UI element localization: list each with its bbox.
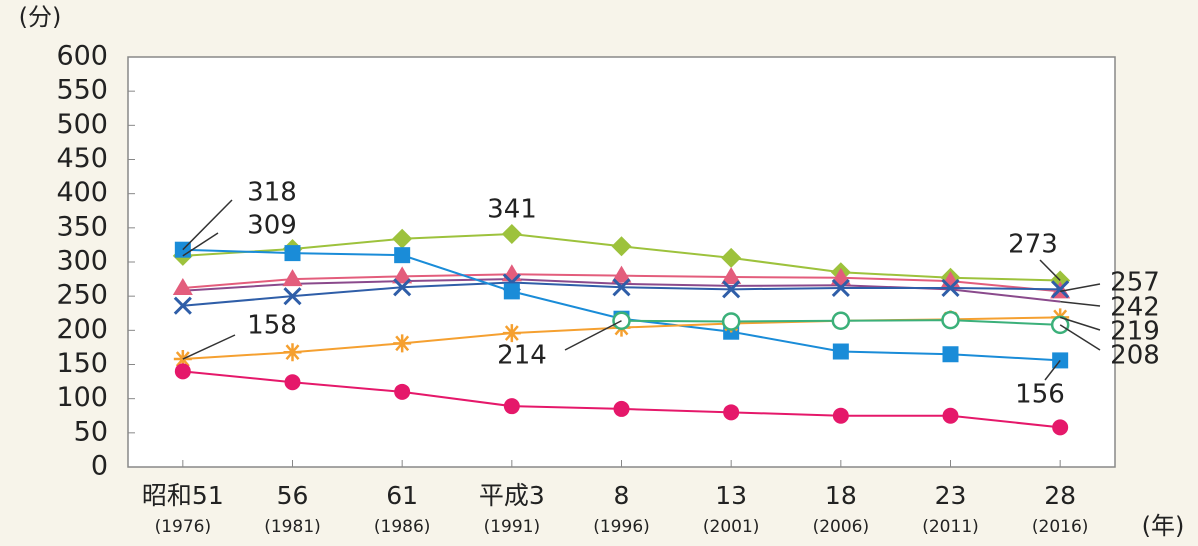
- marker: [722, 280, 741, 299]
- x-tick-year: (1976): [155, 517, 212, 537]
- marker: [173, 296, 192, 315]
- leader-line: [182, 334, 236, 360]
- x-tick-label: 18: [825, 481, 857, 510]
- x-tick-year: (1996): [593, 517, 650, 537]
- y-tick-label: 500: [56, 109, 108, 140]
- x-tick-year: (2016): [1032, 517, 1089, 537]
- x-tick-year: (1981): [264, 517, 321, 537]
- marker: [283, 343, 302, 362]
- value-label: 156: [1015, 380, 1065, 410]
- y-tick-label: 600: [56, 41, 108, 72]
- x-tick-label: 23: [935, 481, 967, 510]
- y-tick-label: 150: [56, 348, 108, 379]
- y-tick-label: 350: [56, 211, 108, 242]
- marker: [723, 404, 740, 421]
- value-label: 214: [497, 341, 547, 371]
- y-tick-label: 200: [56, 314, 108, 345]
- y-unit: (分): [19, 3, 62, 31]
- marker: [392, 228, 413, 249]
- x-tick-year: (2011): [922, 517, 979, 537]
- x-tick-label: 昭和51: [142, 481, 224, 510]
- value-label: 341: [487, 195, 537, 225]
- leader-line: [1059, 324, 1101, 351]
- marker: [174, 363, 191, 380]
- marker: [503, 398, 520, 415]
- value-label: 318: [247, 178, 297, 208]
- y-tick-label: 300: [56, 246, 108, 277]
- y-tick-label: 50: [74, 416, 108, 447]
- marker: [611, 265, 632, 283]
- leader-line: [182, 232, 219, 257]
- marker: [394, 247, 411, 264]
- marker: [501, 223, 522, 244]
- value-label: 309: [247, 211, 297, 241]
- leader-line: [1060, 283, 1101, 293]
- marker: [832, 343, 849, 360]
- marker: [942, 346, 959, 363]
- x-tick-label: 13: [715, 481, 747, 510]
- value-label: 208: [1110, 341, 1160, 371]
- leader-line: [564, 320, 622, 351]
- marker: [283, 287, 302, 306]
- x-tick-label: 61: [386, 481, 418, 510]
- x-tick-year: (2001): [703, 517, 760, 537]
- marker: [613, 400, 630, 417]
- marker: [392, 266, 413, 284]
- marker: [612, 278, 631, 297]
- y-tick-label: 450: [56, 143, 108, 174]
- plot-area: [127, 56, 1116, 468]
- leader-line: [1059, 316, 1101, 331]
- marker: [831, 311, 851, 331]
- marker: [941, 278, 960, 298]
- value-label: 219: [1110, 317, 1160, 347]
- x-tick-label: 8: [614, 481, 630, 510]
- marker: [941, 310, 960, 330]
- marker: [173, 350, 192, 369]
- marker: [503, 283, 520, 300]
- marker: [393, 278, 412, 297]
- leader-line: [1060, 300, 1101, 307]
- marker: [942, 407, 959, 424]
- marker: [1051, 280, 1070, 299]
- marker: [830, 267, 851, 285]
- marker: [832, 407, 849, 424]
- marker: [394, 383, 411, 400]
- value-label: 158: [247, 311, 297, 341]
- marker: [1052, 419, 1069, 436]
- marker: [831, 278, 850, 298]
- x-tick-year: (1986): [374, 517, 431, 537]
- y-tick-label: 400: [56, 177, 108, 208]
- x-tick-year: (2006): [813, 517, 870, 537]
- leader-line: [1039, 259, 1061, 281]
- marker: [282, 269, 303, 287]
- marker: [721, 247, 742, 268]
- x-tick-label: 56: [277, 481, 309, 510]
- marker: [502, 324, 521, 343]
- y-tick-label: 250: [56, 280, 108, 311]
- y-tick-label: 550: [56, 75, 108, 106]
- y-tick-label: 0: [91, 451, 108, 482]
- marker: [172, 277, 193, 295]
- x-tick-label: 平成3: [479, 481, 545, 510]
- x-tick-year: (1991): [484, 517, 541, 537]
- marker: [721, 312, 741, 331]
- value-label: 242: [1110, 293, 1160, 323]
- marker: [284, 245, 301, 262]
- y-tick-label: 100: [56, 382, 108, 413]
- x-tick-label: 28: [1044, 481, 1076, 510]
- leader-line: [1044, 359, 1061, 381]
- marker: [284, 374, 301, 391]
- value-label: 257: [1110, 268, 1160, 298]
- x-unit: (年): [1142, 512, 1185, 540]
- value-label: 273: [1008, 230, 1058, 260]
- marker: [721, 267, 742, 285]
- marker: [393, 334, 412, 353]
- leader-line: [182, 199, 233, 251]
- marker: [611, 236, 632, 257]
